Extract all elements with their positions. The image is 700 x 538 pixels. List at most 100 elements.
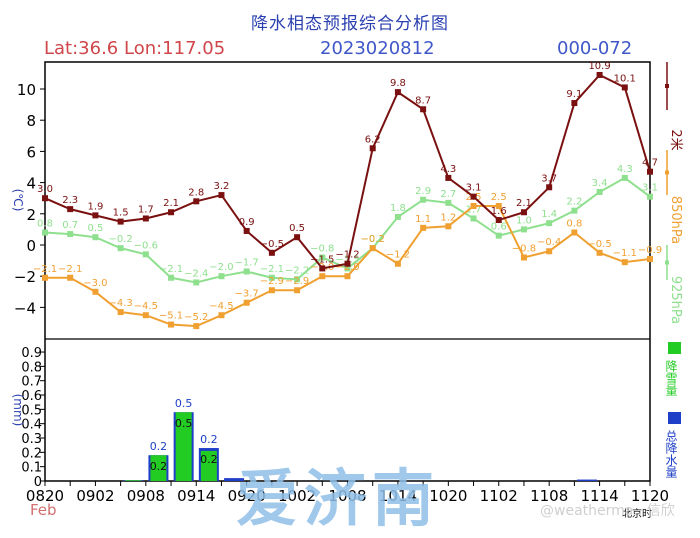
snow-bar bbox=[175, 412, 192, 481]
data-label: 2.5 bbox=[491, 192, 507, 203]
data-marker bbox=[218, 312, 225, 319]
y-axis-label-precip: (mm) bbox=[11, 394, 25, 427]
data-marker bbox=[647, 256, 653, 263]
data-label: −1.2 bbox=[386, 250, 410, 261]
data-marker bbox=[92, 212, 99, 219]
data-label: −2.9 bbox=[260, 276, 284, 287]
data-label: 0.5 bbox=[289, 223, 305, 234]
data-label: −1.1 bbox=[613, 248, 637, 259]
data-marker bbox=[243, 299, 250, 306]
data-label: 1.6 bbox=[491, 206, 507, 217]
data-marker bbox=[193, 279, 200, 286]
data-marker bbox=[621, 259, 628, 266]
legend-label: 925hPa bbox=[668, 276, 683, 324]
data-label: −4.5 bbox=[209, 301, 233, 312]
chart-title: 降水相态预报综合分析图 bbox=[251, 14, 449, 34]
x-tick-label: 1120 bbox=[631, 487, 669, 505]
data-label: −2.2 bbox=[285, 265, 309, 276]
data-label: 4.7 bbox=[642, 158, 658, 169]
data-marker bbox=[520, 254, 527, 261]
data-label: −0.4 bbox=[537, 237, 561, 248]
data-label: −2.1 bbox=[33, 264, 57, 275]
data-label: −0.9 bbox=[638, 245, 662, 256]
x-tick-label: 0902 bbox=[76, 487, 114, 505]
y-tick-label: 0 bbox=[26, 237, 36, 255]
data-label: −2.1 bbox=[260, 264, 284, 275]
data-marker bbox=[596, 249, 603, 256]
data-marker bbox=[571, 229, 578, 236]
data-label: −3.7 bbox=[235, 289, 259, 300]
data-marker bbox=[67, 231, 74, 238]
snow-bar bbox=[125, 480, 142, 481]
data-label: 0.8 bbox=[566, 219, 582, 230]
data-label: 0.8 bbox=[37, 219, 53, 230]
data-marker bbox=[168, 274, 175, 281]
data-label: −0.2 bbox=[108, 234, 132, 245]
data-marker bbox=[319, 254, 326, 261]
snow-legend-label: 降雪量 bbox=[664, 360, 678, 396]
y-tick-label: 0.8 bbox=[21, 360, 42, 375]
data-marker bbox=[294, 287, 301, 294]
data-marker bbox=[67, 206, 74, 213]
data-label: 1.9 bbox=[87, 201, 103, 212]
data-marker bbox=[394, 89, 401, 96]
x-tick-label: 0908 bbox=[127, 487, 165, 505]
legend-label: 850hPa bbox=[668, 196, 683, 244]
bar-total-label: 0.2 bbox=[200, 433, 218, 446]
data-marker bbox=[92, 234, 99, 241]
x-tick-label: 1002 bbox=[278, 487, 316, 505]
data-marker bbox=[470, 203, 477, 209]
data-label: 2.8 bbox=[188, 187, 204, 198]
data-label: −0.8 bbox=[512, 243, 536, 254]
data-label: 3.1 bbox=[466, 183, 482, 194]
data-label: 1.4 bbox=[541, 209, 557, 220]
init-time-label: 2023020812 bbox=[320, 38, 435, 59]
data-marker bbox=[218, 192, 225, 199]
y-tick-label: 10 bbox=[17, 81, 36, 99]
data-marker bbox=[546, 248, 553, 255]
data-label: −3.0 bbox=[83, 278, 107, 289]
data-label: 1.0 bbox=[516, 215, 532, 226]
data-marker bbox=[268, 274, 275, 281]
data-marker bbox=[117, 309, 124, 316]
y-tick-label: 4 bbox=[26, 175, 36, 193]
data-marker bbox=[470, 215, 477, 222]
data-label: 9.1 bbox=[566, 89, 582, 100]
data-label: −2.1 bbox=[58, 264, 82, 275]
y-axis-label-temp: (℃) bbox=[11, 189, 25, 212]
watermark: 爱济南 bbox=[236, 462, 441, 535]
legend-label: 2米 bbox=[668, 129, 683, 150]
data-label: −2.0 bbox=[209, 262, 233, 273]
bar-snow-label: 0.2 bbox=[150, 460, 168, 473]
data-marker bbox=[344, 265, 351, 272]
data-marker bbox=[294, 276, 301, 283]
data-marker bbox=[495, 232, 502, 239]
location-label: Lat:36.6 Lon:117.05 bbox=[44, 38, 226, 59]
data-marker bbox=[42, 229, 48, 236]
data-marker bbox=[571, 100, 578, 107]
data-label: −0.5 bbox=[587, 239, 611, 250]
data-label: 8.7 bbox=[415, 95, 431, 106]
data-marker bbox=[394, 260, 401, 267]
data-marker bbox=[394, 213, 401, 220]
data-label: −0.2 bbox=[361, 234, 385, 245]
data-label: −2.1 bbox=[159, 264, 183, 275]
data-label: 10.9 bbox=[588, 61, 610, 72]
timezone-label: 北京时 bbox=[622, 509, 652, 520]
data-label: −2.9 bbox=[285, 276, 309, 287]
data-label: −2.0 bbox=[335, 262, 359, 273]
data-marker bbox=[445, 223, 452, 230]
data-marker bbox=[344, 260, 351, 267]
data-label: 2.2 bbox=[566, 197, 582, 208]
data-marker bbox=[470, 193, 477, 200]
data-marker bbox=[117, 245, 124, 252]
data-marker bbox=[319, 273, 326, 280]
data-label: 2.1 bbox=[163, 198, 179, 209]
data-marker bbox=[243, 268, 250, 275]
data-label: −1.5 bbox=[310, 254, 334, 265]
data-label: 1.8 bbox=[390, 203, 406, 214]
snow-bar bbox=[200, 450, 217, 481]
data-marker bbox=[117, 218, 124, 225]
data-label: −0.8 bbox=[310, 243, 334, 254]
data-label: −0.2 bbox=[361, 234, 385, 245]
